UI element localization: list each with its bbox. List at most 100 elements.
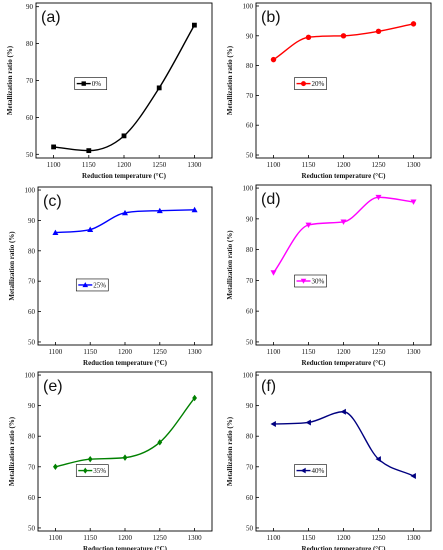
data-point xyxy=(410,199,417,205)
x-tick-label: 1200 xyxy=(337,161,352,169)
data-point xyxy=(156,85,162,91)
legend-label: 30% xyxy=(312,278,325,286)
y-tick-label: 100 xyxy=(25,372,36,380)
data-point xyxy=(122,454,128,461)
legend-marker xyxy=(82,282,89,288)
y-tick-label: 60 xyxy=(28,494,36,502)
x-tick-label: 1100 xyxy=(49,534,63,542)
panel-label: (b) xyxy=(261,9,281,26)
legend-marker xyxy=(301,81,306,87)
y-tick-label: 90 xyxy=(246,402,254,410)
y-tick-label: 90 xyxy=(246,32,254,40)
legend-marker xyxy=(300,278,307,284)
data-point xyxy=(340,408,346,415)
y-tick-label: 80 xyxy=(246,246,254,254)
panel-label: (c) xyxy=(43,193,62,210)
panel-label: (f) xyxy=(261,378,276,395)
chart-panel: 1100 1150 1200 1250 1300 50 60 70 80 90 100 Reducti… xyxy=(8,187,213,367)
y-tick-label: 70 xyxy=(246,463,254,471)
x-tick-label: 1250 xyxy=(372,348,387,356)
x-tick-label: 1250 xyxy=(153,348,168,356)
x-tick-label: 1150 xyxy=(83,534,97,542)
y-tick-label: 90 xyxy=(246,215,254,223)
chart-panel: 1100 1150 1200 1250 1300 50 60 70 80 90 100 Reducti… xyxy=(226,184,432,367)
y-tick-label: 70 xyxy=(28,278,36,286)
legend-label: 25% xyxy=(93,281,106,289)
x-tick-label: 1200 xyxy=(118,534,133,542)
data-point xyxy=(305,419,311,426)
y-tick-label: 70 xyxy=(26,77,34,85)
x-tick-label: 1150 xyxy=(83,348,97,356)
x-tick-label: 1150 xyxy=(302,161,316,169)
series-line xyxy=(273,23,414,61)
y-axis-title: Metallization ratio (%) xyxy=(226,230,234,300)
y-tick-label: 90 xyxy=(26,3,34,11)
y-axis-title: Metallization ratio (%) xyxy=(226,45,234,115)
x-tick-label: 1150 xyxy=(302,348,316,356)
plot-frame xyxy=(255,184,432,346)
x-tick-label: 1250 xyxy=(153,534,168,542)
data-point xyxy=(340,33,347,39)
y-tick-label: 50 xyxy=(246,524,254,532)
y-tick-label: 70 xyxy=(28,463,36,471)
y-tick-label: 60 xyxy=(246,494,254,502)
x-tick-label: 1300 xyxy=(407,161,422,169)
chart-panel: 1100 1150 1200 1250 1300 50 60 70 80 90 Reduction … xyxy=(6,2,213,180)
x-tick-label: 1300 xyxy=(188,534,203,542)
x-tick-label: 1100 xyxy=(49,348,63,356)
y-tick-label: 80 xyxy=(28,433,36,441)
data-point xyxy=(270,270,277,276)
plot-frame xyxy=(37,371,213,532)
data-point xyxy=(53,463,58,470)
chart-panel: 1100 1150 1200 1250 1300 50 60 70 80 90 100 Reducti… xyxy=(226,371,432,550)
x-tick-label: 1200 xyxy=(337,348,352,356)
data-point xyxy=(157,439,163,446)
x-tick-label: 1300 xyxy=(188,348,203,356)
x-tick-label: 1100 xyxy=(47,161,61,169)
y-tick-label: 60 xyxy=(28,308,36,316)
x-tick-label: 1200 xyxy=(118,348,133,356)
y-axis-title: Metallization ratio (%) xyxy=(8,416,16,486)
panel-label: (a) xyxy=(41,9,61,26)
x-tick-label: 1300 xyxy=(407,534,422,542)
legend-label: 35% xyxy=(93,467,106,475)
x-axis-title: Reduction temperature (°C) xyxy=(83,359,168,367)
y-axis-title: Metallization ratio (%) xyxy=(6,45,14,115)
x-tick-label: 1100 xyxy=(267,348,281,356)
data-point xyxy=(305,34,312,40)
data-point xyxy=(192,394,197,402)
x-tick-label: 1300 xyxy=(187,161,202,169)
data-point xyxy=(87,455,93,463)
x-tick-label: 1200 xyxy=(117,161,132,169)
data-point xyxy=(305,222,312,228)
x-axis-title: Reduction temperature (°C) xyxy=(82,172,167,180)
data-point xyxy=(375,456,381,463)
x-axis-title: Reduction temperature (°C) xyxy=(302,359,387,367)
x-tick-label: 1250 xyxy=(372,161,387,169)
x-tick-label: 1100 xyxy=(267,534,281,542)
legend-marker xyxy=(81,81,86,86)
legend-label: 20% xyxy=(312,80,325,88)
y-tick-label: 60 xyxy=(246,308,254,316)
data-point xyxy=(192,22,197,28)
data-point xyxy=(51,144,56,150)
data-point xyxy=(375,194,382,201)
x-tick-label: 1200 xyxy=(337,534,352,542)
x-tick-label: 1100 xyxy=(267,161,281,169)
x-tick-label: 1150 xyxy=(82,161,96,169)
data-point xyxy=(52,229,59,235)
data-point xyxy=(121,133,127,139)
y-tick-label: 100 xyxy=(243,372,254,380)
series-line xyxy=(272,196,414,274)
data-point xyxy=(410,21,417,27)
y-tick-label: 50 xyxy=(26,151,34,159)
data-point xyxy=(87,226,94,232)
y-tick-label: 50 xyxy=(246,338,254,346)
chart-panel: 1100 1150 1200 1250 1300 50 60 70 80 90 100 Reducti… xyxy=(226,2,432,180)
data-point xyxy=(270,56,277,63)
data-point xyxy=(191,206,198,213)
y-tick-label: 80 xyxy=(26,40,34,48)
y-axis-title: Metallization ratio (%) xyxy=(8,231,16,301)
x-tick-label: 1250 xyxy=(152,161,167,169)
